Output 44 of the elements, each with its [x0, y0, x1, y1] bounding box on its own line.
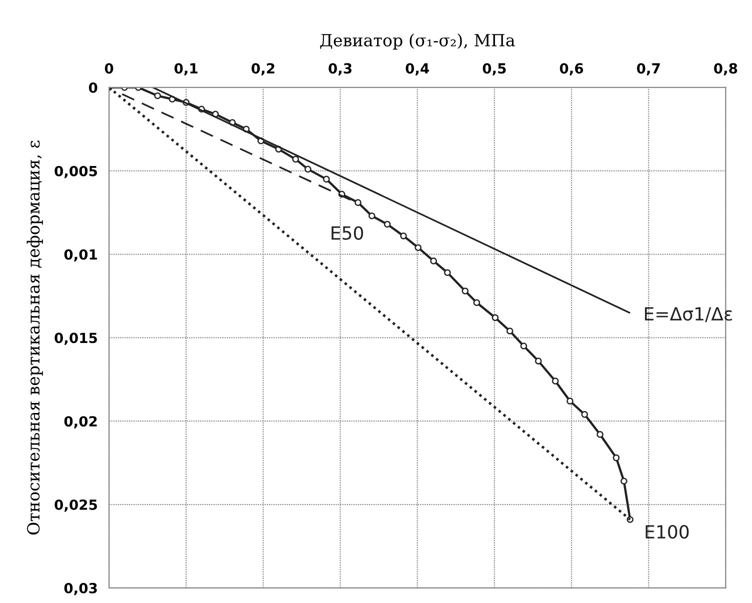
- y-tick-label: 0,03: [64, 582, 97, 596]
- point: [462, 288, 469, 294]
- point: [430, 258, 437, 264]
- x-tick-label: 0,6: [560, 63, 584, 76]
- x-tick-label: 0: [104, 63, 114, 74]
- point: [368, 212, 376, 220]
- point: [552, 378, 559, 384]
- y-tick-label: 0,015: [54, 332, 97, 345]
- point: [612, 454, 620, 462]
- x-tick-label: 0,3: [328, 63, 352, 76]
- point: [506, 328, 514, 334]
- point: [414, 244, 422, 251]
- y-tick-label: 0: [88, 82, 98, 93]
- point: [620, 478, 628, 485]
- point: [323, 176, 330, 183]
- x-tick-label: 0,8: [714, 63, 738, 76]
- y-axis-title: Относительная вертикальная деформация, ε: [26, 140, 43, 535]
- point: [292, 156, 299, 163]
- point: [304, 166, 312, 173]
- y-tick-label: 0,025: [54, 499, 97, 512]
- point: [520, 342, 528, 350]
- point: [154, 92, 162, 100]
- point: [596, 431, 604, 438]
- point: [534, 358, 542, 364]
- y-tick-label: 0,005: [54, 166, 97, 178]
- point: [473, 299, 480, 306]
- series-label: E100: [646, 524, 689, 539]
- x-tick-label: 0,2: [252, 63, 274, 76]
- x-tick-label: 0,1: [174, 63, 198, 76]
- x-axis-title: Девиатор (σ₁-σ₂), МПа: [320, 34, 515, 50]
- point: [400, 232, 407, 240]
- point: [444, 269, 451, 276]
- point: [492, 314, 499, 322]
- x-tick-label: 0,5: [482, 63, 506, 76]
- series-label: E=Δσ1/Δε: [644, 307, 732, 322]
- y-tick-label: 0,02: [64, 416, 97, 428]
- series-label: E50: [332, 226, 364, 240]
- point: [566, 398, 574, 404]
- point: [354, 199, 362, 206]
- x-tick-label: 0,7: [636, 63, 660, 76]
- y-tick-label: 0,01: [64, 249, 97, 262]
- x-tick-label: 0,4: [406, 63, 430, 76]
- point: [581, 411, 588, 418]
- point: [384, 220, 391, 228]
